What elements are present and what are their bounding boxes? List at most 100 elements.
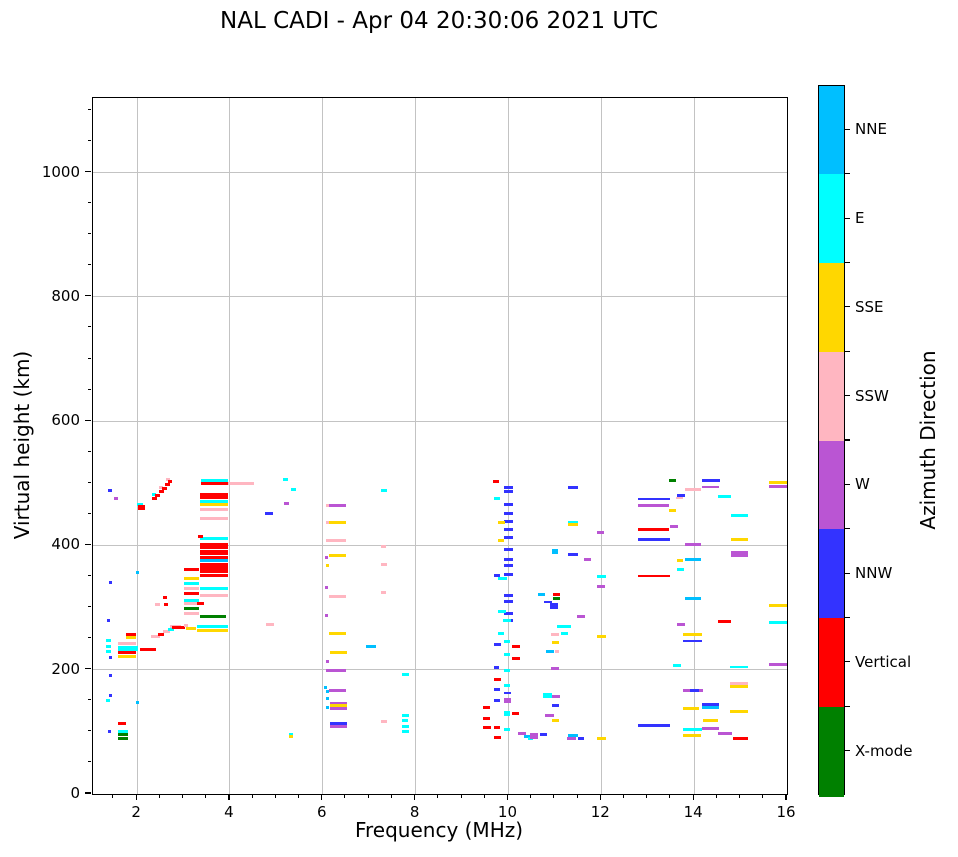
echo-mark-SSW [381, 720, 387, 724]
echo-mark-W [545, 713, 554, 717]
echo-mark-SSE [196, 629, 229, 633]
echo-mark-NNE [324, 685, 328, 689]
echo-mark-E [200, 537, 229, 541]
echo-mark-W [325, 556, 329, 560]
y-tick-label: 600 [51, 411, 80, 430]
echo-mark-E [105, 699, 110, 703]
x-minor-tick [251, 794, 253, 798]
echo-mark-SSE [118, 654, 136, 658]
echo-mark-NNW [109, 581, 113, 585]
y-minor-tick [87, 761, 91, 763]
echo-mark-SSW [266, 622, 275, 626]
colorbar-segment-NNE [819, 86, 844, 176]
echo-mark-NNW [503, 594, 513, 598]
echo-mark-NNW [493, 698, 500, 702]
y-minor-tick [87, 202, 91, 204]
echo-mark-E [201, 479, 229, 483]
x-gridline [229, 98, 231, 794]
echo-mark-NNW [578, 737, 585, 741]
echo-mark-SSW [162, 630, 170, 634]
colorbar-segment-E [819, 174, 844, 264]
x-major-tick [599, 794, 601, 800]
echo-mark-W [330, 707, 347, 711]
echo-mark-NNW [638, 723, 671, 727]
echo-mark-NNW [568, 553, 579, 557]
colorbar-boundary-tick [845, 350, 850, 352]
echo-mark-E [498, 576, 508, 580]
x-tick-label: 8 [409, 803, 420, 821]
echo-mark-W [718, 732, 733, 736]
echo-mark-NNW [689, 688, 699, 692]
echo-mark-NNW [701, 479, 720, 483]
echo-mark-W [597, 530, 605, 534]
echo-mark-NNE [135, 570, 139, 574]
echo-mark-SSW [685, 488, 702, 491]
colorbar-segment-Vertical [819, 618, 844, 708]
echo-mark-SSE [669, 508, 677, 512]
y-minor-tick [87, 637, 91, 639]
echo-mark-E [105, 639, 111, 642]
echo-mark-V [164, 483, 170, 487]
echo-mark-E [152, 492, 156, 496]
x-minor-tick [739, 794, 741, 798]
echo-mark-SSE [498, 520, 506, 524]
echo-mark-W [567, 737, 577, 741]
echo-mark-W [576, 615, 585, 619]
echo-mark-E [118, 646, 138, 652]
echo-mark-NNW [539, 733, 547, 737]
echo-mark-V [172, 625, 186, 629]
echo-mark-SSE [289, 735, 293, 739]
y-gridline [93, 420, 787, 422]
echo-mark-V [200, 542, 229, 546]
y-minor-tick [87, 450, 91, 452]
echo-mark-SSE [329, 632, 346, 636]
echo-mark-SSW [155, 602, 161, 606]
echo-mark-E [196, 625, 229, 629]
grid-layer [93, 98, 787, 794]
colorbar-segment-W [819, 440, 844, 531]
echo-mark-NNW [493, 666, 499, 670]
y-gridline [93, 669, 787, 671]
echo-mark-SSE [330, 651, 347, 655]
echo-mark-V [198, 534, 204, 538]
echo-mark-V [155, 493, 160, 497]
echo-mark-SSW [159, 485, 164, 489]
echo-mark-E [503, 618, 512, 622]
echo-mark-W [326, 669, 346, 673]
echo-mark-X [118, 737, 128, 741]
echo-mark-NNW [503, 489, 513, 493]
echo-mark-E [289, 732, 293, 736]
echo-mark-NNE [135, 700, 140, 704]
echo-mark-V [200, 573, 229, 577]
echo-mark-V [118, 651, 136, 655]
echo-mark-V [512, 645, 521, 649]
echo-mark-X [183, 607, 199, 611]
echo-mark-NNE [568, 734, 579, 738]
x-major-tick [321, 794, 323, 800]
echo-mark-W [330, 701, 347, 705]
x-minor-tick [669, 794, 671, 798]
echo-mark-SSE [552, 719, 560, 723]
echo-mark-SSE [597, 737, 606, 741]
colorbar-tick-label: E [855, 209, 865, 228]
x-minor-tick [530, 794, 532, 798]
echo-mark-SSE [683, 734, 701, 738]
y-major-tick [85, 543, 91, 546]
echo-mark-SSE [185, 627, 197, 631]
echo-mark-W [731, 551, 748, 558]
echo-mark-NNE [326, 697, 330, 701]
echo-mark-W [329, 503, 346, 507]
echo-mark-NNW [330, 721, 347, 725]
x-gridline [600, 98, 602, 794]
echo-mark-SSE [730, 684, 748, 688]
echo-mark-SSE [769, 481, 787, 485]
echo-mark-SSE [769, 604, 787, 608]
x-minor-tick [274, 794, 276, 798]
y-minor-tick [87, 606, 91, 608]
echo-mark-V [200, 546, 229, 550]
echo-mark-E [137, 502, 143, 506]
echo-mark-NNW [638, 498, 670, 501]
echo-mark-NNE [701, 706, 719, 710]
echo-mark-SSW [200, 516, 229, 520]
echo-mark-V [200, 562, 229, 568]
